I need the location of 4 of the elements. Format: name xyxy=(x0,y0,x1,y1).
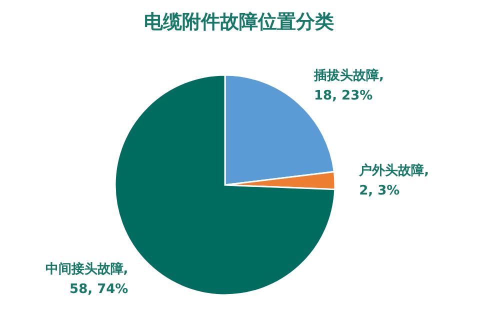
slice-label: 中间接头故障, 58, 74% xyxy=(45,260,128,297)
slice-label: 插拔头故障, 18, 23% xyxy=(312,68,384,104)
chart-title: 电缆附件故障位置分类 xyxy=(144,11,334,33)
slice-label: 户外头故障, 2, 3% xyxy=(358,162,430,199)
